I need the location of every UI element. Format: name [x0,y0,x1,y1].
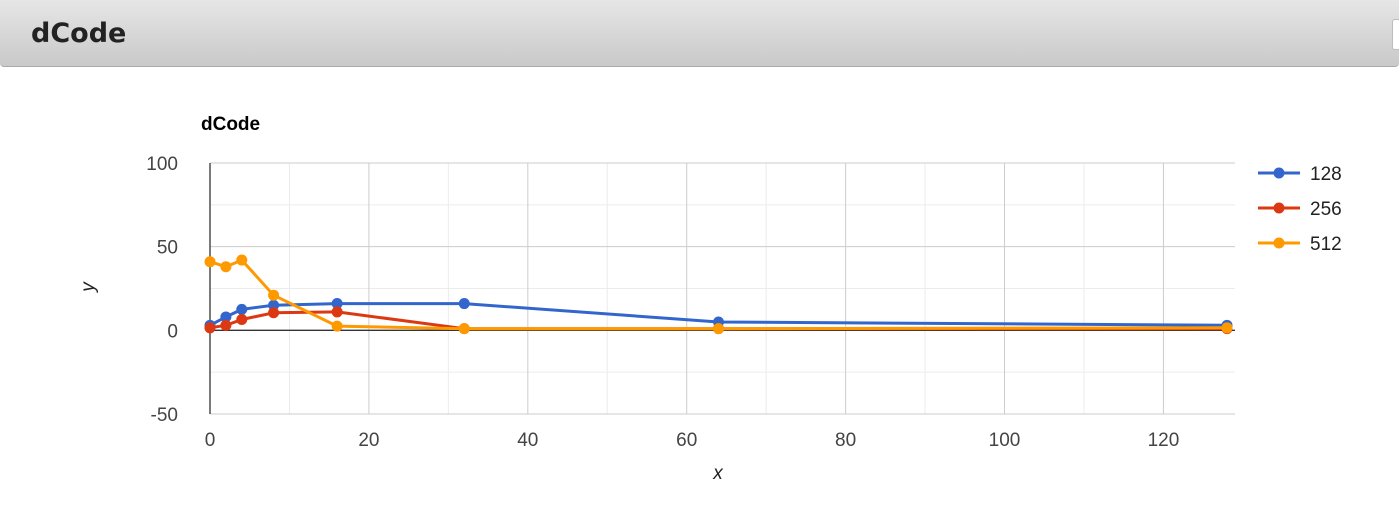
y-tick-label: -50 [151,405,178,426]
legend-swatch-marker [1273,202,1285,214]
legend-item-128: 128 [1258,164,1342,185]
legend-item-256: 256 [1258,199,1342,220]
y-axis-ticks: 100 50 0 -50 [146,154,178,426]
legend-swatch-marker [1273,167,1285,179]
major-gridlines [210,162,1235,415]
series-128-point [268,299,280,311]
y-tick-label: 100 [146,154,178,175]
x-tick-label: 40 [517,430,538,451]
series-512 [204,254,1233,335]
y-tick-label: 50 [157,238,178,259]
x-tick-label: 0 [205,430,216,451]
chart-title: dCode [201,114,260,135]
series-128-point [236,303,248,315]
legend: 128 256 512 [1258,164,1342,255]
x-tick-label: 20 [358,430,379,451]
series-512-point [331,320,343,332]
legend-item-512: 512 [1258,234,1342,255]
series-512-point [204,256,216,268]
legend-label: 512 [1310,234,1342,255]
series-512-point [236,254,248,266]
series-128-point [220,311,232,323]
series-128-point [458,298,470,310]
x-axis-label: x [712,463,724,484]
header-bar: dCode [0,0,1399,67]
header-edge-tab [1392,19,1399,50]
series-layer [204,254,1233,335]
x-tick-label: 60 [676,430,697,451]
series-256-point [268,307,280,319]
x-tick-label: 80 [835,430,856,451]
series-512-point [458,323,470,335]
series-128-point [331,298,343,310]
series-512-point [713,323,724,335]
legend-label: 128 [1310,164,1342,185]
x-tick-label: 100 [989,430,1021,451]
series-512-point [220,261,232,273]
legend-label: 256 [1310,199,1342,220]
x-axis-ticks: 0 20 40 60 80 100 120 [205,430,1180,451]
y-tick-label: 0 [167,321,178,342]
minor-gridlines [210,163,1235,414]
series-512-point [1221,322,1233,334]
page-title: dCode [31,18,127,49]
series-256-point [236,313,248,325]
series-256-point [204,322,216,334]
y-axis-label: y [78,281,99,294]
legend-swatch-marker [1273,237,1285,249]
series-256-point [220,319,232,331]
x-tick-label: 120 [1148,430,1180,451]
series-512-point [268,289,280,301]
series-256-point [331,306,343,318]
